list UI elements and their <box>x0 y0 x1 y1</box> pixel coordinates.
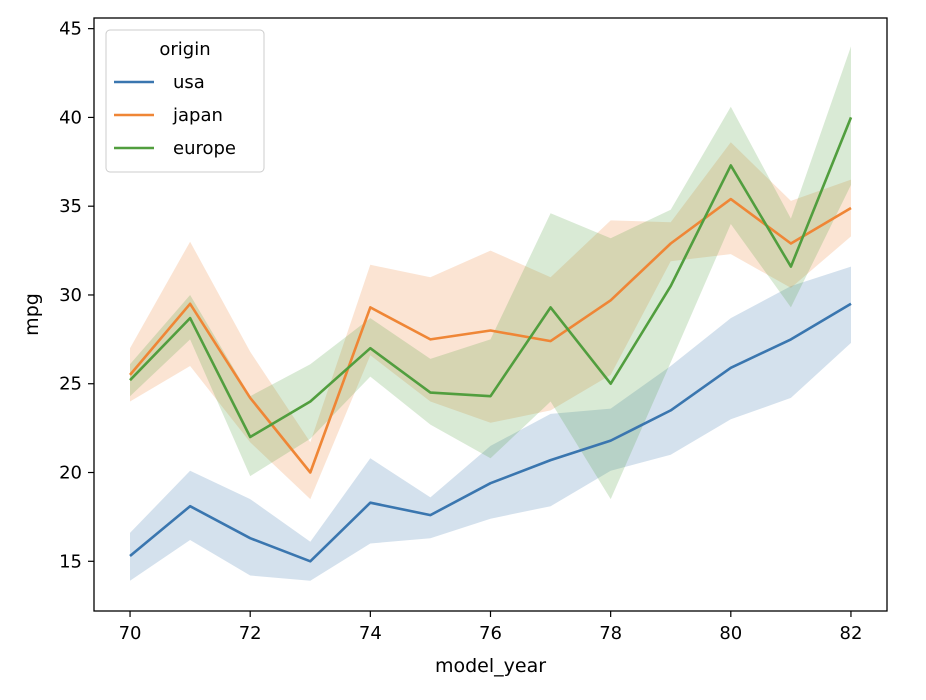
y-tick-label: 45 <box>59 19 82 40</box>
legend-label-usa: usa <box>173 72 205 93</box>
x-tick-label: 74 <box>359 623 382 644</box>
x-tick-label: 78 <box>599 623 622 644</box>
y-tick-label: 40 <box>59 107 82 128</box>
y-axis-ticks: 15 20 25 30 35 40 45 <box>59 19 94 572</box>
y-tick-label: 35 <box>59 196 82 217</box>
legend-items: usa japan europe <box>114 72 236 159</box>
x-tick-label: 72 <box>239 623 262 644</box>
series-lines <box>129 116 853 563</box>
x-axis-ticks: 70 72 74 76 78 80 82 <box>119 611 863 644</box>
legend: origin usa japan europe <box>105 29 265 173</box>
legend-label-europe: europe <box>173 138 236 159</box>
series-line-europe <box>129 116 853 439</box>
confidence-bands <box>130 46 851 581</box>
x-tick-label: 76 <box>479 623 502 644</box>
legend-title: origin <box>159 39 210 60</box>
y-tick-label: 30 <box>59 285 82 306</box>
y-tick-label: 15 <box>59 551 82 572</box>
y-tick-label: 25 <box>59 374 82 395</box>
legend-label-japan: japan <box>172 105 223 126</box>
legend-box <box>105 29 265 173</box>
ci-band-usa <box>130 266 851 581</box>
x-tick-label: 82 <box>840 623 863 644</box>
x-tick-label: 70 <box>119 623 142 644</box>
y-axis-label: mpg <box>21 293 43 336</box>
x-axis-label: model_year <box>435 655 546 677</box>
ci-band-europe <box>130 46 851 500</box>
y-tick-label: 20 <box>59 463 82 484</box>
ci-band-japan <box>130 142 851 500</box>
x-tick-label: 80 <box>719 623 742 644</box>
series-line-japan <box>129 197 852 474</box>
series-line-usa <box>129 302 852 563</box>
